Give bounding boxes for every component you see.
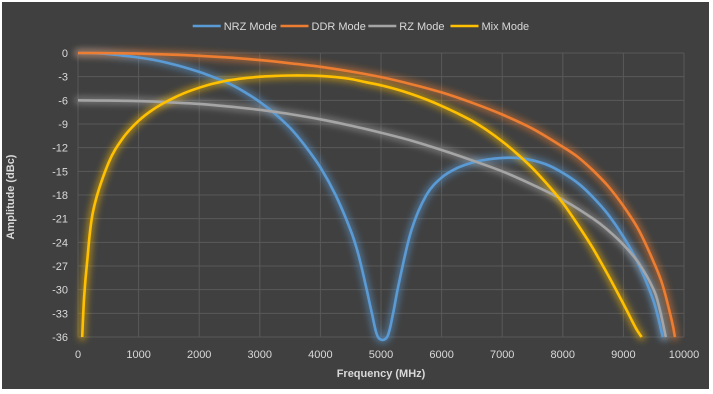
legend-label-nrz-mode: NRZ Mode bbox=[224, 21, 277, 33]
y-tick-label: -36 bbox=[52, 332, 68, 344]
x-tick-label: 3000 bbox=[248, 349, 272, 361]
y-tick-label: 0 bbox=[62, 48, 68, 60]
y-tick-label: -15 bbox=[52, 166, 68, 178]
series-line-ddr-mode bbox=[77, 51, 677, 338]
x-tick-label: 1000 bbox=[126, 349, 150, 361]
x-tick-label: 5000 bbox=[369, 349, 393, 361]
legend-label-rz-mode: RZ Mode bbox=[399, 21, 444, 33]
chart-svg: 0 -3 -6 -9 -12 -15 -18 -21 -24 -27 -30 -33 -36 0 1000… bbox=[5, 21, 699, 380]
series-line-mix-mode bbox=[80, 74, 643, 338]
y-tick-label: -3 bbox=[58, 72, 68, 84]
y-tick-label: -6 bbox=[58, 95, 68, 107]
series-layer bbox=[77, 51, 677, 342]
y-tick-label: -33 bbox=[52, 308, 68, 320]
x-tick-label: 8000 bbox=[551, 349, 575, 361]
y-tick-label: -24 bbox=[52, 237, 68, 249]
series-glow-mix-mode bbox=[78, 71, 646, 341]
x-tick-label: 4000 bbox=[308, 349, 332, 361]
x-tick-label: 7000 bbox=[490, 349, 514, 361]
y-tick-label: -9 bbox=[58, 119, 68, 131]
x-axis-title: Frequency (MHz) bbox=[337, 368, 426, 380]
series-glow-layer bbox=[74, 49, 679, 344]
x-tick-label: 9000 bbox=[611, 349, 635, 361]
y-axis-title: Amplitude (dBc) bbox=[5, 154, 17, 239]
chart-container: 0 -3 -6 -9 -12 -15 -18 -21 -24 -27 -30 -33 -36 0 1000… bbox=[2, 2, 709, 389]
y-tick-label: -12 bbox=[52, 143, 68, 155]
series-line-rz-mode bbox=[77, 99, 668, 338]
series-glow-nrz-mode bbox=[74, 49, 667, 344]
y-tick-label: -27 bbox=[52, 261, 68, 273]
x-tick-label: 10000 bbox=[669, 349, 700, 361]
x-tick-label: 2000 bbox=[187, 349, 211, 361]
x-axis-ticks: 0 1000 2000 3000 4000 5000 6000 7000 8000 9000 100… bbox=[75, 349, 699, 361]
y-tick-label: -30 bbox=[52, 285, 68, 297]
x-tick-label: 0 bbox=[75, 349, 81, 361]
y-tick-label: -21 bbox=[52, 214, 68, 226]
y-tick-label: -18 bbox=[52, 190, 68, 202]
legend-label-ddr-mode: DDR Mode bbox=[312, 21, 366, 33]
x-tick-label: 6000 bbox=[429, 349, 453, 361]
series-line-nrz-mode bbox=[77, 51, 665, 342]
legend: NRZ Mode DDR Mode RZ Mode Mix Mode bbox=[192, 21, 530, 33]
legend-label-mix-mode: Mix Mode bbox=[482, 21, 530, 33]
y-axis-ticks: 0 -3 -6 -9 -12 -15 -18 -21 -24 -27 -30 -33 -36 bbox=[52, 48, 68, 344]
